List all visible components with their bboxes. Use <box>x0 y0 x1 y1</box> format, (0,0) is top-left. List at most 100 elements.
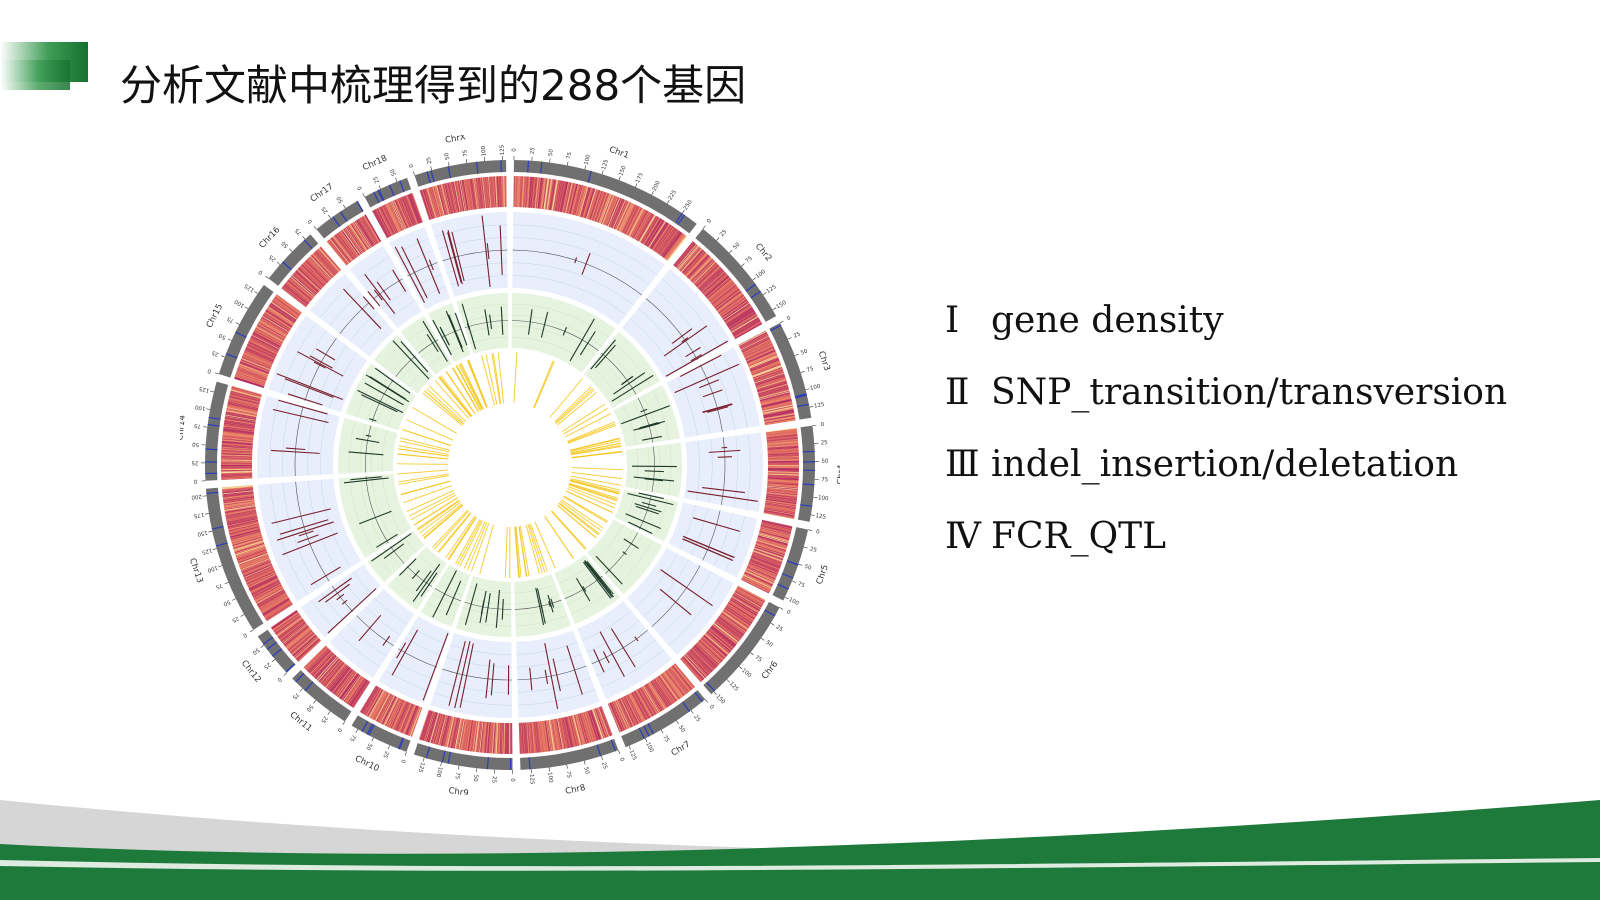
gene-density-cell <box>222 488 254 493</box>
snp-spike <box>441 230 460 287</box>
gene-density-cell <box>227 517 258 525</box>
gene-density-cell <box>540 178 546 209</box>
indel-gridline <box>428 353 447 367</box>
gene-density-cell <box>487 722 491 754</box>
gene-density-cell <box>494 176 498 208</box>
indel-spike <box>376 533 398 548</box>
axis-tick <box>601 170 604 175</box>
gene-density-cell <box>767 459 799 461</box>
gene-density-cell <box>431 186 441 217</box>
indel-gridline <box>360 476 385 547</box>
gene-density-cell <box>287 279 313 300</box>
gene-density-cell <box>549 719 556 751</box>
gene-density-cell <box>557 180 565 212</box>
gene-density-cell <box>236 371 266 383</box>
tick-label: 100 <box>740 668 752 680</box>
gene-density-cell <box>516 176 519 208</box>
gene-density-cell <box>221 475 253 478</box>
snp-spike <box>481 215 491 288</box>
gene-density-cell <box>492 722 496 754</box>
gene-density-cell <box>767 468 799 470</box>
gene-density-cell <box>650 222 669 249</box>
gene-density-cell <box>694 263 718 286</box>
gene-density-cell <box>366 688 383 717</box>
indel-gridline <box>604 348 642 392</box>
gene-density-cell <box>671 665 693 691</box>
gene-density-cell <box>373 209 389 238</box>
gene-density-cell <box>445 716 454 747</box>
snp-spike <box>566 645 583 695</box>
gene-density-cell <box>763 410 795 418</box>
gene-density-cell <box>597 707 610 737</box>
gene-density-cell <box>221 454 253 457</box>
gene-density-cell <box>565 716 573 748</box>
gene-density-cell <box>296 638 320 661</box>
tick-label: 50 <box>800 348 809 356</box>
gene-density-cell <box>644 684 662 712</box>
gene-density-cell <box>745 569 775 583</box>
gene-density-cell <box>575 714 584 745</box>
gene-density-cell <box>297 640 322 662</box>
gene-density-cell <box>718 615 745 635</box>
gene-density-cell <box>663 671 683 698</box>
gene-density-cell <box>616 201 631 231</box>
snp-gridline <box>653 288 709 354</box>
indel-spike <box>611 374 654 402</box>
qtl-mark <box>565 413 611 438</box>
gene-density-cell <box>224 502 255 508</box>
tick-label: 0 <box>241 631 248 638</box>
gene-density-cell <box>308 256 331 280</box>
qtl-mark <box>550 510 586 550</box>
gene-density-cell <box>563 717 571 748</box>
qtl-mark <box>434 510 469 550</box>
gene-density-cell <box>291 275 316 297</box>
gene-density-cell <box>555 180 562 212</box>
qtl-mark <box>421 503 463 537</box>
gene-density-cell <box>758 534 789 544</box>
gene-density-cell <box>655 677 674 704</box>
gene-density-cell <box>285 627 310 648</box>
gene-density-cell <box>591 190 603 221</box>
gene-density-cell <box>698 267 723 290</box>
gene-density-cell <box>689 257 712 281</box>
gene-density-cell <box>631 210 648 239</box>
gene-density-cell <box>526 722 530 754</box>
snp-spike <box>282 532 338 556</box>
snp-gridline <box>512 275 627 316</box>
gene-density-cell <box>229 393 261 402</box>
snp-spike <box>297 351 344 377</box>
gene-density-cell <box>679 247 701 272</box>
gene-density-cell <box>589 710 600 740</box>
gene-density-cell <box>522 722 526 754</box>
indel-gridline <box>511 314 602 347</box>
gene-density-cell <box>530 176 534 208</box>
axis-tick <box>750 652 754 656</box>
gene-density-cell <box>241 356 271 369</box>
tick-label: 25 <box>692 714 701 724</box>
snp-baseline <box>294 406 304 477</box>
gene-density-cell <box>257 323 286 340</box>
gene-density-cell <box>767 469 799 471</box>
gene-density-cell <box>430 186 440 217</box>
gene-density-cell <box>595 192 607 222</box>
gene-density-cell <box>625 206 641 235</box>
indel-baseline <box>651 446 655 493</box>
gene-density-cell <box>650 222 669 250</box>
gene-density-cell <box>705 276 731 298</box>
gene-density-cell <box>221 451 253 455</box>
gene-density-cell <box>431 713 441 744</box>
indel-spike <box>628 521 653 534</box>
gene-density-cell <box>535 721 540 753</box>
gene-density-cell <box>614 200 628 230</box>
gene-density-cell <box>756 541 787 552</box>
gene-density-cell <box>691 259 715 283</box>
gene-density-cell <box>434 714 444 745</box>
gene-density-cell <box>453 718 461 749</box>
snp-spike <box>447 232 462 283</box>
gene-density-cell <box>406 705 419 736</box>
gene-density-cell <box>730 598 758 616</box>
gene-density-cell <box>221 443 253 447</box>
ideogram-marker <box>377 189 384 202</box>
gene-density-cell <box>748 563 777 577</box>
